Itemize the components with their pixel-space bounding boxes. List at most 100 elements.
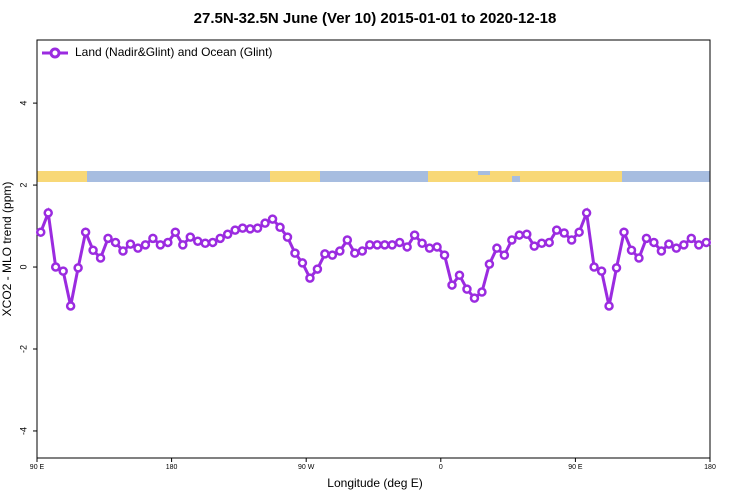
data-point [35,227,46,237]
data-point [170,227,181,237]
data-point [604,301,614,311]
legend-label: Land (Nadir&Glint) and Ocean (Glint) [75,45,272,59]
y-tick-label: 4 [18,101,28,106]
data-point [574,227,584,237]
data-point [193,236,203,246]
data-point [80,227,91,237]
x-tick-label: 90 E [30,464,45,471]
land-band [37,171,87,182]
data-point [581,208,592,218]
y-tick-label: -4 [18,427,28,435]
data-point [551,225,562,235]
data-point [641,233,652,244]
ocean-band [512,176,520,182]
ocean-band [478,171,490,175]
data-point [65,301,76,311]
data-point [626,245,637,255]
data-point [537,238,547,249]
x-axis-label: Longitude (deg E) [327,476,422,490]
data-point [327,250,338,260]
data-point [694,240,704,250]
data-point [439,250,450,260]
data-point [350,248,360,258]
data-point [596,266,607,276]
data-point [260,218,270,228]
data-point [148,233,158,244]
data-point [664,239,674,249]
data-point [499,250,510,260]
data-point [469,293,480,303]
data-point [335,246,345,256]
data-point [619,227,629,237]
data-point [110,237,121,248]
data-point [312,264,323,274]
data-point [379,240,390,250]
ocean-band [37,171,710,182]
data-point [245,224,255,234]
data-point [634,253,644,263]
data-point [649,237,659,248]
data-point [215,233,225,244]
data-point [671,243,682,253]
data-point [522,229,532,239]
y-axis-label: XCO2 - MLO trend (ppm) [0,182,14,317]
legend-marker [49,47,61,59]
data-point [589,262,599,272]
land-ocean-strip [37,171,710,182]
data-point [387,240,397,250]
x-tick-label: 180 [166,464,178,471]
data-point [222,229,233,239]
y-tick-label: 0 [18,265,28,270]
x-tick-label: 0 [439,464,443,471]
data-point [73,263,83,273]
data-point [58,266,68,276]
data-point [320,249,330,259]
data-point [365,240,375,250]
data-point [342,235,353,245]
data-point [372,240,382,250]
data-point [88,245,98,255]
data-point [207,237,218,248]
data-point [559,228,569,238]
data-point [43,208,53,218]
data-point [200,238,210,249]
data-point [50,262,61,272]
data-point [394,237,405,248]
data-point [125,239,136,249]
data-point [133,243,143,253]
y-tick-label: -2 [18,345,28,353]
data-point [282,232,293,242]
data-point [462,284,472,294]
data-point [424,243,435,253]
data-point [432,242,442,252]
data-point [118,246,128,256]
data-point [492,243,502,253]
legend: Land (Nadir&Glint) and Ocean (Glint) [42,45,272,59]
data-point [290,248,300,258]
data-point [163,237,173,248]
data-point [252,223,263,233]
data-point [185,232,196,242]
data-point [514,230,525,240]
data-point [103,233,113,244]
x-tick-label: 90 W [298,464,315,471]
plot-frame [36,39,711,459]
data-point [409,230,420,240]
data-point [701,237,712,248]
data-point [686,233,697,244]
data-point [447,280,457,290]
data-point [155,240,166,250]
x-tick-label: 180 [704,464,716,471]
land-band [270,171,320,182]
data-point [237,223,248,233]
data-point [656,246,667,256]
data-point [417,238,427,249]
y-tick-label: 2 [18,183,28,188]
data-point [566,235,577,245]
data-point [454,270,465,280]
data-point [140,240,151,250]
data-point [95,253,106,263]
data-point [297,258,308,268]
